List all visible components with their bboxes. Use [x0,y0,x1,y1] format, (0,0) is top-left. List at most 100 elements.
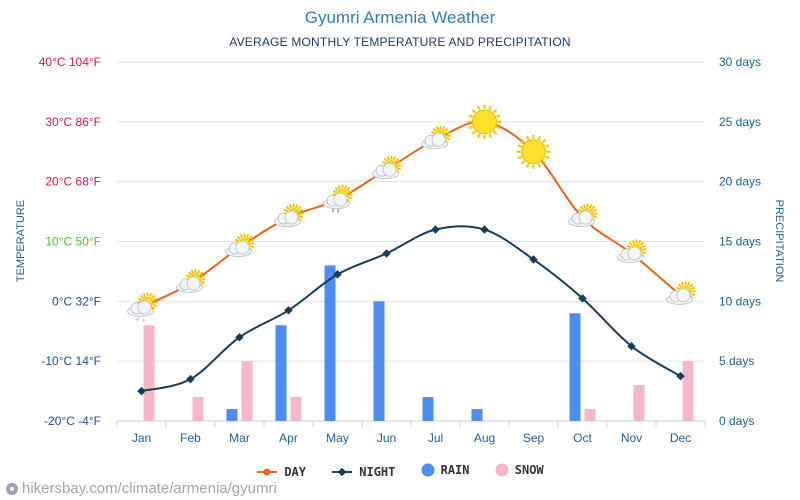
y-right-tick-label: 20 days [719,175,761,189]
snow-bar [584,409,596,421]
sun-ray [680,281,685,287]
source-credit[interactable]: hikersbay.com/climate/armenia/gyumri [6,480,277,497]
sun-ray [151,294,156,299]
y-right-tick-label: 10 days [719,294,761,308]
sun-ray [471,109,477,114]
legend-day-swatch [257,468,278,476]
x-tick-label: May [326,431,349,445]
x-tick-label: Jul [428,431,443,445]
cloud-puff [235,240,250,255]
cloud-puff [137,300,152,315]
sun-ray [686,281,691,287]
location-pin-icon [6,482,18,495]
snow-bar [633,385,645,421]
x-tick-label: Jun [377,431,396,445]
sun-ray [444,128,449,133]
sun-ray [582,203,587,209]
sun-ray [492,109,498,114]
sun-ray [200,280,206,285]
rain-bar [569,313,581,421]
sun-ray [641,250,647,255]
sun-ray [383,157,388,163]
cloud-puff [382,162,397,177]
sun-ray [471,130,477,135]
sun-ray [386,156,391,161]
rain-bar [226,409,238,421]
sun-ray [334,186,339,192]
sun-ray [626,244,632,249]
sun-ray [435,126,440,131]
sun-ray [592,208,598,213]
y-left-tick-label: 20°C 68°F [45,175,101,189]
x-tick-label: Nov [621,431,642,445]
day-line [141,120,682,309]
x-tick-label: Dec [670,431,691,445]
x-tick-label: Jan [132,431,151,445]
sun-cloud-icon [225,233,255,257]
cloud-puff [676,288,691,303]
y-left-tick-label: 0°C 32°F [52,294,101,308]
legend-night[interactable]: NIGHT [331,465,395,479]
sun-ray [492,130,498,135]
sun-ray [591,205,596,211]
y-left-tick-label: 10°C 50°F [45,235,101,249]
sun-ray [142,292,147,298]
sun-icon [516,134,551,169]
legend-rain-swatch [421,463,435,477]
y-right-tick-label: 25 days [719,115,761,129]
y-right-tick-label: 30 days [719,55,761,69]
x-tick-label: Feb [180,431,201,445]
sun-ray [537,163,541,168]
chart-title: Gyumri Armenia Weather [304,8,496,27]
legend-rain-label: RAIN [440,463,470,477]
sun-ray [347,195,353,200]
sun-ray [199,271,204,276]
sun-ray [248,235,253,240]
sun-ray [396,160,402,165]
sun-ray [441,126,446,131]
sun-cloud-icon [274,203,304,227]
sun-ray [577,208,583,213]
rain-bar [422,397,434,421]
sun-ray [468,125,473,130]
sun-ray [137,297,143,301]
night-point [333,270,342,279]
night-point [529,255,538,264]
x-tick-label: Mar [229,431,250,445]
night-point [186,374,195,384]
legend-snow-swatch [495,463,509,477]
sun-ray [139,294,144,299]
night-point [480,225,489,234]
sun-ray [249,244,255,249]
sun-ray [347,189,353,194]
sun-ray [520,160,526,165]
legend-rain[interactable]: RAIN [421,463,470,477]
sun-ray [541,160,547,165]
y-right-tick-label: 5 days [719,354,754,368]
cloud-puff [627,246,642,261]
sun-ray [298,214,304,219]
legend-snow[interactable]: SNOW [495,463,544,477]
sun-ray [517,144,522,148]
cloud-puff [431,132,446,147]
sun-ray [477,105,481,111]
sun-ray [285,205,290,211]
cloud-puff [333,192,348,207]
cloud-puff [578,210,593,225]
night-point [137,386,146,396]
sun-rays [516,134,551,169]
sun-cloud-icon [666,281,696,305]
cloud-puff [186,276,201,291]
night-point [382,249,391,258]
snow-bar [241,361,253,421]
legend-day[interactable]: DAY [256,465,306,479]
sun-ray [152,297,158,301]
sun-ray [346,186,351,192]
source-link[interactable]: hikersbay.com/climate/armenia/gyumri [22,480,277,497]
sun-ray [637,239,642,245]
night-point [235,332,244,342]
legend-day-label: DAY [284,465,307,479]
night-point [431,225,440,234]
chart-legend: DAY NIGHT RAIN SNOW [0,463,800,480]
sun-ray [148,292,153,298]
